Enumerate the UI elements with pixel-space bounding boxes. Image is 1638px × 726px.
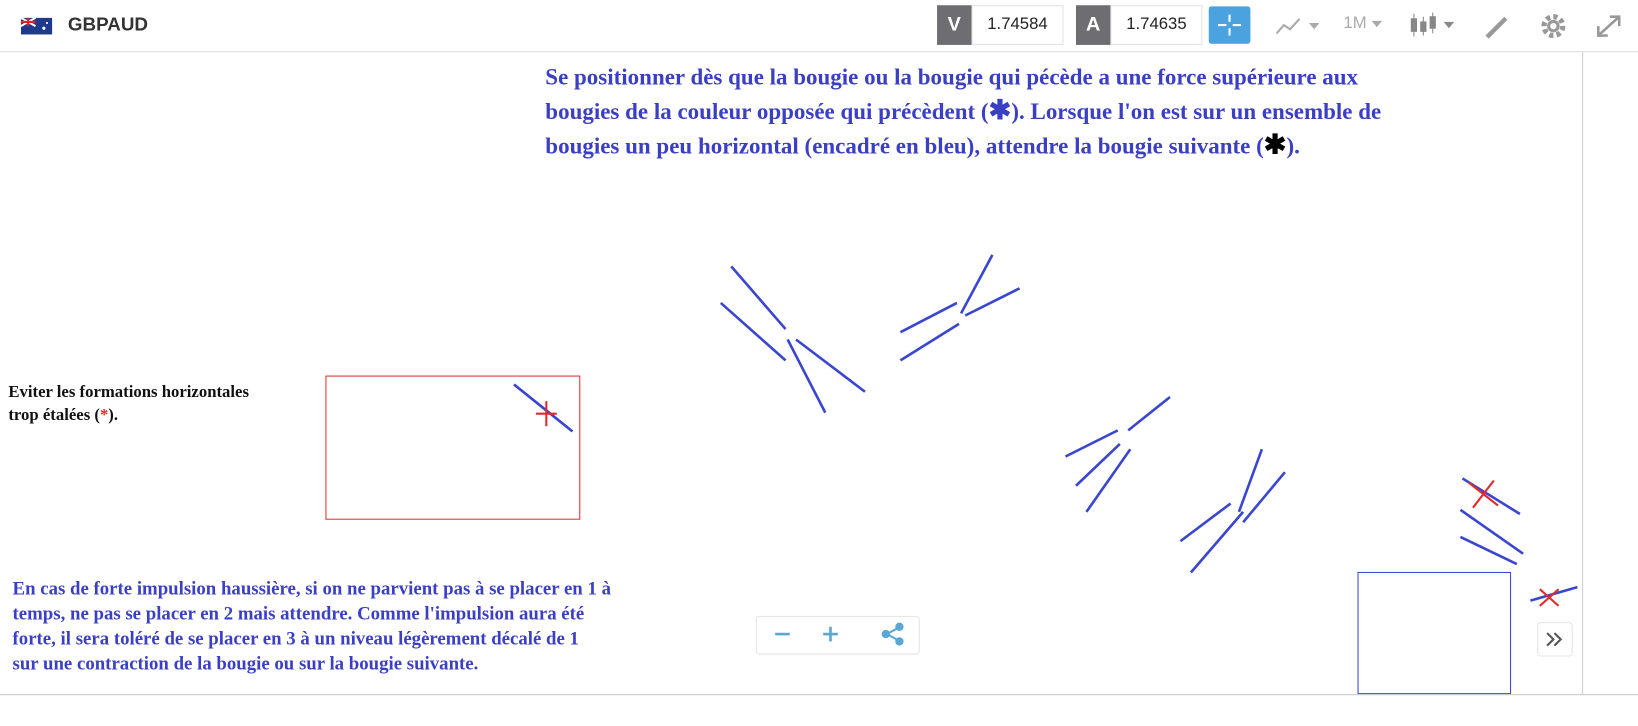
text-line: Se positionner dès que la bougie ou la b… xyxy=(545,61,1381,94)
settings-button[interactable] xyxy=(1538,10,1569,41)
symbol: GBPAUD xyxy=(67,13,148,35)
zoom-in[interactable] xyxy=(823,626,838,642)
header: GBPAUD V 1.74584 A 1.74635 1M xyxy=(0,0,1638,53)
text-line: sur une contraction de la bougie ou sur … xyxy=(12,652,479,674)
text: bougies de la couleur opposée qui précèd… xyxy=(545,98,989,125)
blue-frame xyxy=(1357,571,1512,695)
text-line: bougies de la couleur opposée qui précèd… xyxy=(545,94,1381,128)
star: * xyxy=(99,406,109,425)
star: ✱ xyxy=(988,95,1012,126)
chart-type-button[interactable] xyxy=(1274,15,1321,38)
text: Eviter les formations horizontales xyxy=(8,383,249,402)
candle-type-button[interactable] xyxy=(1408,10,1458,39)
timeframe-caret xyxy=(1371,20,1383,28)
fullscreen-button[interactable] xyxy=(1594,13,1623,40)
text: ). xyxy=(1286,132,1300,159)
text-line: En cas de forte impulsion haussière, si … xyxy=(12,577,611,599)
red-frame xyxy=(325,375,581,520)
left-annotation: Eviter les formations horizontales trop … xyxy=(8,381,249,427)
timeframe[interactable]: 1M xyxy=(1343,14,1367,33)
text-line: bougies un peu horizontal (encadré en bl… xyxy=(545,128,1381,162)
cross-marks xyxy=(535,401,1560,607)
ask-label[interactable]: A xyxy=(1075,5,1111,45)
zoom-controls xyxy=(755,615,1573,657)
text-line: forte, il sera toléré de se placer en 3 … xyxy=(12,627,579,649)
star: ✱ xyxy=(1263,129,1287,160)
share[interactable] xyxy=(881,622,904,646)
scroll-icon xyxy=(1546,632,1563,647)
scroll-end[interactable] xyxy=(1537,622,1573,657)
text-line: trop étalées (*). xyxy=(8,404,249,427)
main-annotation: Se positionner dès que la bougie ou la b… xyxy=(545,61,1381,163)
price-axis-panel xyxy=(1582,52,1638,695)
text: Se positionner dès que la bougie ou la b… xyxy=(545,63,1359,90)
crosshair-button[interactable] xyxy=(1208,6,1251,44)
flag xyxy=(20,17,53,35)
text-line: Eviter les formations horizontales xyxy=(8,381,249,404)
text: ). Lorsque l'on est sur un ensemble de xyxy=(1011,98,1382,125)
draw-button[interactable] xyxy=(1481,13,1510,40)
ask-price[interactable]: 1.74635 xyxy=(1110,5,1203,45)
text-line: temps, ne pas se placer en 2 mais attend… xyxy=(12,602,585,624)
bid-label[interactable]: V xyxy=(937,5,972,45)
text: trop étalées ( xyxy=(8,406,100,425)
bid-price[interactable]: 1.74584 xyxy=(971,5,1064,45)
bottom-annotation: En cas de forte impulsion haussière, si … xyxy=(13,576,611,676)
text: bougies un peu horizontal (encadré en bl… xyxy=(545,132,1264,159)
text: ). xyxy=(108,406,119,425)
